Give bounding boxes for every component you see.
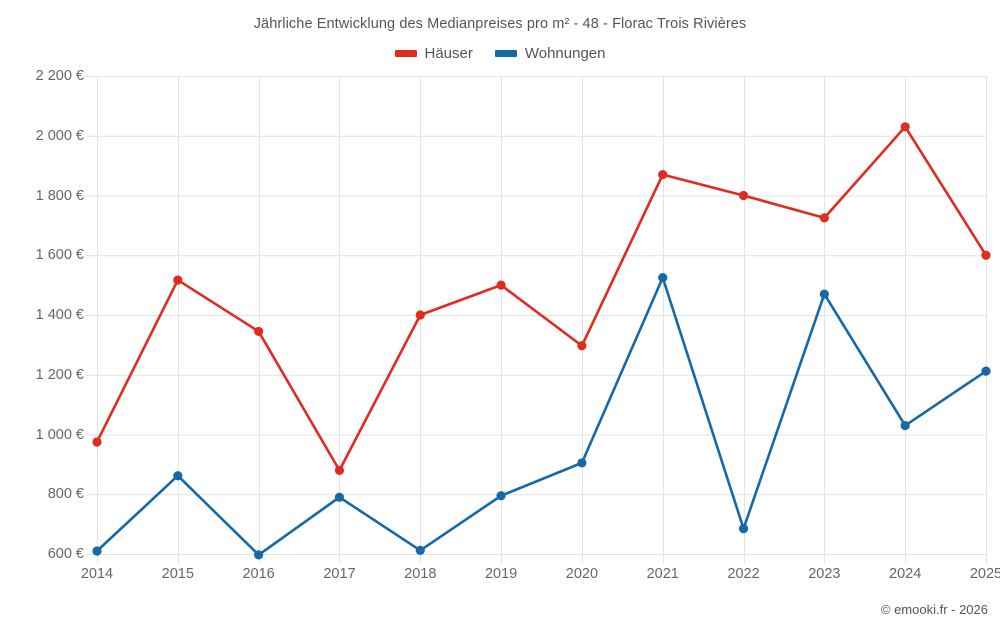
legend-item-wohnungen[interactable]: Wohnungen (494, 45, 606, 62)
data-point[interactable] (415, 545, 425, 556)
series-wohnungen (92, 273, 991, 560)
x-axis-tick-label: 2022 (727, 566, 760, 582)
legend-item-label: Häuser (424, 45, 473, 62)
y-axis-tick-label: 1 400 € (35, 307, 84, 323)
data-point[interactable] (173, 471, 183, 481)
data-point[interactable] (658, 169, 668, 180)
legend-swatch-icon (494, 50, 517, 57)
series-hauser (92, 122, 991, 475)
legend-swatch-icon (394, 50, 417, 57)
x-axis-tick-label: 2018 (404, 566, 437, 582)
data-point[interactable] (738, 524, 749, 534)
legend-item-hauser[interactable]: Häuser (394, 45, 473, 62)
y-axis-tick-label: 800 € (47, 486, 84, 503)
legend-item-label: Wohnungen (524, 45, 606, 62)
data-point[interactable] (900, 122, 910, 132)
x-axis-tick-label: 2025 (969, 566, 1000, 582)
credit-text: © emooki.fr - 2026 (880, 602, 988, 617)
y-axis-labels: 600 € 800 € 1 000 € 1 200 € 1 400 € 1 600 € 1 … (0, 0, 84, 625)
chart-title: Jährliche Entwicklung des Medianpreises … (253, 16, 747, 32)
data-point[interactable] (496, 491, 506, 501)
series-line (95, 125, 988, 472)
x-axis-tick-label: 2023 (808, 566, 841, 582)
data-point[interactable] (577, 458, 587, 468)
data-point[interactable] (254, 550, 264, 560)
y-axis-tick-label: 2 200 € (35, 68, 84, 84)
x-axis-tick-label: 2016 (242, 566, 275, 582)
data-point[interactable] (658, 273, 668, 283)
x-axis-tick-label: 2015 (161, 566, 194, 582)
x-axis-tick-label: 2017 (323, 566, 356, 582)
y-axis-tick-label: 1 800 € (35, 187, 84, 204)
data-point[interactable] (334, 492, 345, 502)
x-axis-tick-label: 2021 (646, 566, 679, 582)
data-point[interactable] (981, 366, 991, 376)
data-point[interactable] (577, 341, 587, 351)
data-point[interactable] (738, 190, 749, 201)
y-axis-tick-label: 1 000 € (35, 426, 84, 443)
data-point[interactable] (496, 280, 506, 290)
data-point[interactable] (254, 326, 264, 337)
data-point[interactable] (334, 465, 345, 475)
data-point[interactable] (900, 420, 910, 431)
x-axis-tick-label: 2024 (889, 566, 922, 582)
grid-lines (86, 76, 987, 563)
y-axis-tick-label: 2 000 € (35, 127, 84, 144)
x-axis-tick-label: 2014 (80, 566, 114, 582)
data-point[interactable] (819, 213, 829, 223)
data-point[interactable] (173, 275, 183, 285)
y-axis-tick-label: 1 600 € (35, 247, 84, 264)
x-axis-tick-label: 2020 (565, 566, 599, 582)
data-point[interactable] (981, 250, 991, 260)
chart-legend: Häuser Wohnungen (0, 45, 1000, 62)
series-line (95, 276, 988, 557)
data-point[interactable] (819, 289, 829, 299)
data-point[interactable] (415, 310, 425, 320)
data-point[interactable] (92, 546, 102, 556)
x-axis-tick-label: 2019 (484, 566, 518, 582)
data-point[interactable] (92, 437, 102, 447)
y-axis-tick-label: 1 200 € (35, 366, 84, 383)
y-axis-tick-label: 600 € (47, 546, 84, 562)
